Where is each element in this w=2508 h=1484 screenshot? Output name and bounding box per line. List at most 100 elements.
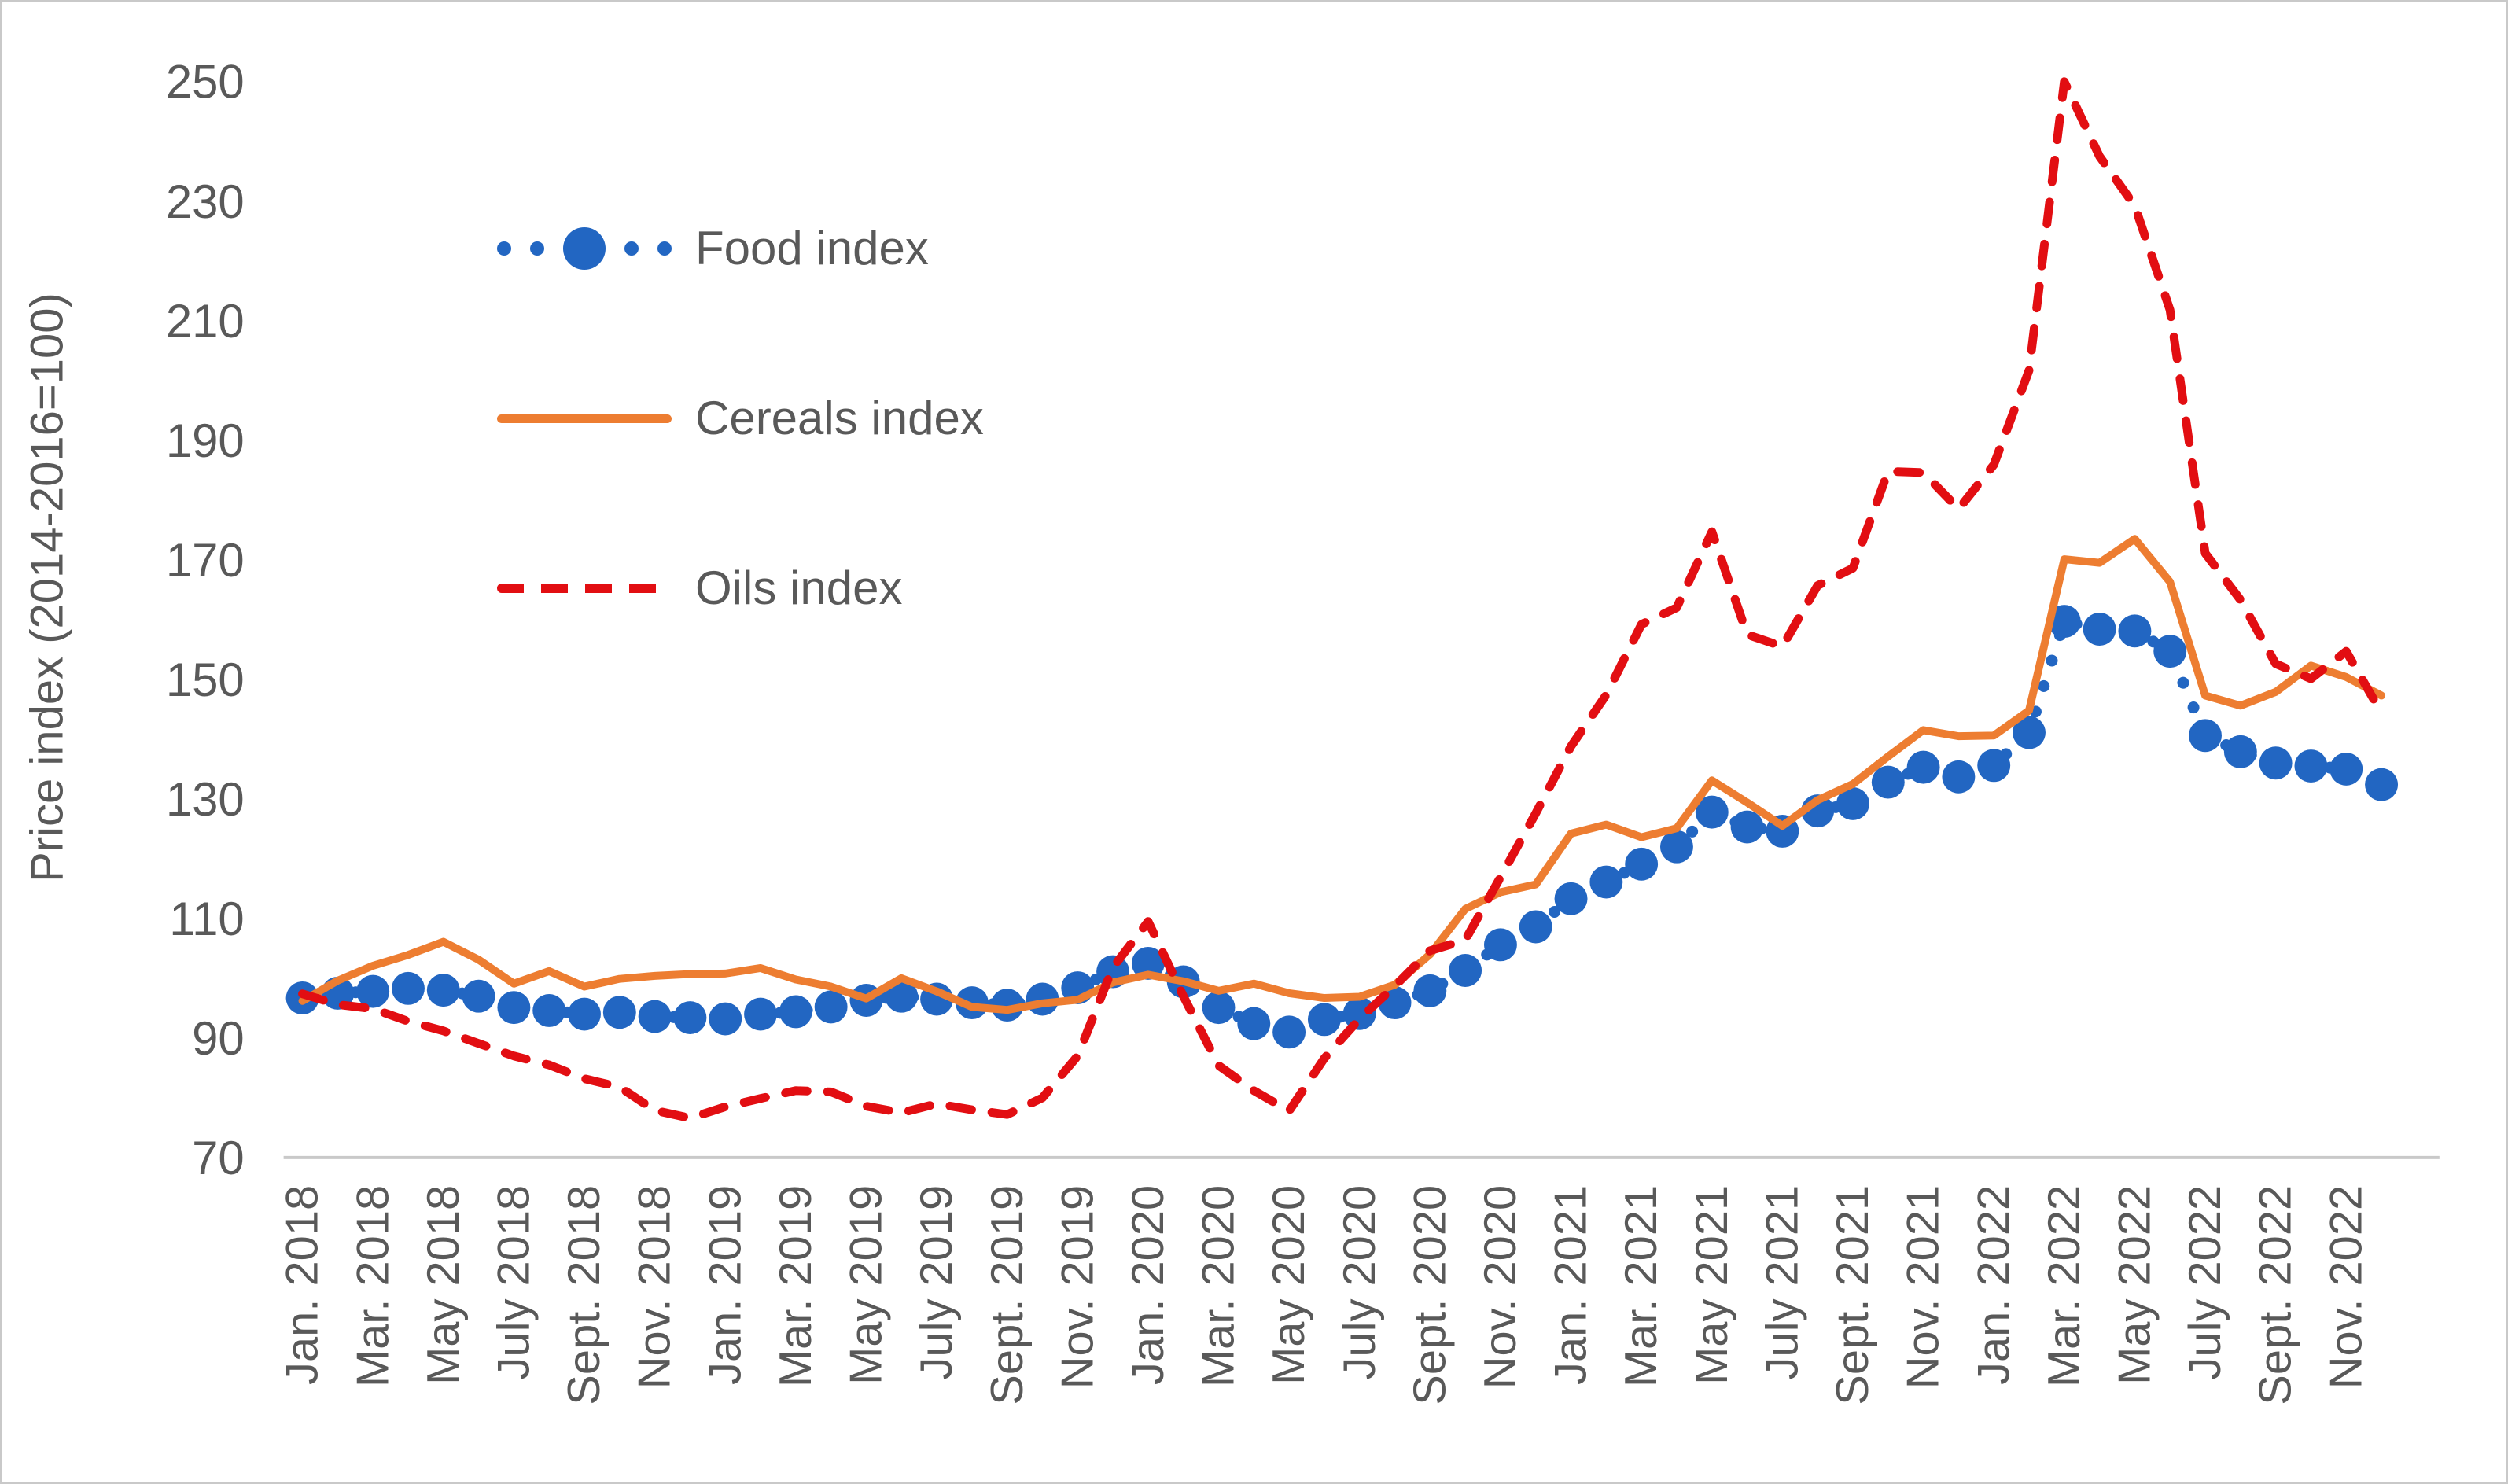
- food-index-dot: [673, 1001, 707, 1035]
- y-axis-tick-label: 150: [166, 654, 245, 706]
- food-index-dot: [1272, 1015, 1306, 1049]
- x-axis-tick-label: Sept. 2020: [1405, 1185, 1455, 1405]
- food-index-dot: [1483, 928, 1517, 962]
- x-axis-tick-label: July 2020: [1335, 1185, 1385, 1380]
- legend-item-food: Food index: [497, 223, 984, 274]
- x-axis-tick-label: Jan. 2019: [700, 1185, 750, 1385]
- y-axis-tick-label: 70: [192, 1132, 245, 1184]
- x-axis-tick-label: Sept. 2019: [982, 1185, 1033, 1405]
- legend-label-food: Food index: [695, 222, 929, 274]
- x-axis-tick-label: Jan. 2022: [1968, 1185, 2019, 1385]
- food-index-dot: [1519, 910, 1552, 944]
- x-axis-tick-label: July 2022: [2180, 1185, 2230, 1380]
- x-axis-tick-label: Sept. 2018: [559, 1185, 610, 1405]
- food-index-dot: [638, 1000, 672, 1033]
- food-index-dot: [2259, 746, 2293, 780]
- x-axis-tick-label: Sept. 2022: [2251, 1185, 2301, 1405]
- x-axis-tick-label: Mar. 2018: [348, 1185, 398, 1387]
- food-index-dot: [1836, 786, 1869, 820]
- legend: Food index Cereals index Oils index: [497, 223, 984, 732]
- food-index-dot: [2223, 735, 2257, 768]
- food-index-dot: [1942, 760, 1976, 794]
- food-index-dot: [1977, 749, 2011, 783]
- food-index-dot: [2329, 752, 2363, 786]
- y-axis-title: Price index (2014-2016=100): [21, 293, 73, 882]
- y-axis-tick-label: 190: [166, 414, 245, 467]
- legend-item-oils: Oils index: [497, 562, 984, 614]
- food-index-dot: [1202, 991, 1236, 1025]
- legend-item-cereals: Cereals index: [497, 392, 984, 444]
- food-index-series: [285, 605, 2399, 1049]
- cereals-index-series: [298, 535, 2386, 1014]
- food-index-dot: [744, 997, 777, 1031]
- x-axis-tick-label: Jan. 2020: [1123, 1185, 1173, 1385]
- x-axis-tick-label: July 2019: [911, 1185, 962, 1380]
- food-index-dot: [2189, 719, 2222, 753]
- x-axis-tick-label: Mar. 2019: [771, 1185, 821, 1387]
- food-index-dot: [1730, 810, 1764, 844]
- food-index-dot: [532, 994, 566, 1027]
- food-index-dot: [814, 990, 848, 1024]
- food-index-dot: [709, 1002, 742, 1036]
- x-axis-tick-label: Nov. 2018: [630, 1185, 680, 1389]
- y-axis-tick-label: 250: [166, 56, 245, 109]
- food-index-dot: [2294, 749, 2328, 783]
- food-index-dot: [2083, 613, 2116, 646]
- food-index-dot: [1237, 1007, 1271, 1040]
- food-index-dot: [2153, 635, 2187, 668]
- y-axis-tick-label: 90: [192, 1012, 245, 1065]
- x-axis-tick-label: May 2022: [2110, 1185, 2160, 1385]
- food-index-dot: [1307, 1003, 1341, 1037]
- x-axis-tick-label: July 2018: [488, 1185, 539, 1380]
- food-index-dot: [1131, 946, 1165, 980]
- x-axis-tick-label: Jan. 2021: [1546, 1185, 1597, 1385]
- food-index-dot: [1660, 830, 1693, 864]
- food-index-dot: [2118, 614, 2152, 648]
- x-axis-tick-label: Mar. 2022: [2039, 1185, 2090, 1387]
- x-axis-tick-label: May 2018: [418, 1185, 469, 1385]
- food-index-dot: [1413, 974, 1447, 1007]
- food-index-dot: [462, 979, 495, 1013]
- x-axis-tick-label: Sept. 2021: [1828, 1185, 1878, 1405]
- food-index-dot: [1906, 750, 1940, 784]
- food-index-dot: [1625, 847, 1659, 881]
- legend-label-oils: Oils index: [695, 562, 903, 614]
- food-index-dot: [1589, 865, 1623, 899]
- food-index-legend-marker-icon: [497, 227, 672, 270]
- x-axis-tick-label: Nov. 2022: [2321, 1185, 2371, 1389]
- y-axis-tick-label: 170: [166, 534, 245, 587]
- y-axis-tick-label: 230: [166, 175, 245, 228]
- x-axis-tick-label: Jan. 2018: [278, 1185, 328, 1385]
- food-index-dot: [1695, 795, 1729, 829]
- y-axis-tick-label: 210: [166, 295, 245, 348]
- x-axis-tick-label: Nov. 2021: [1898, 1185, 1949, 1389]
- cereals-index-legend-marker-icon: [497, 414, 672, 423]
- food-index-dot: [2047, 605, 2081, 639]
- oils-index-series: [298, 77, 2386, 1123]
- x-axis-tick-label: Nov. 2020: [1475, 1185, 1526, 1389]
- x-axis-tick-label: July 2021: [1757, 1185, 1807, 1380]
- food-index-dot: [392, 971, 425, 1005]
- x-axis-tick-label: May 2020: [1264, 1185, 1314, 1385]
- y-axis-tick-label: 110: [169, 893, 244, 945]
- food-index-dot: [1554, 882, 1588, 915]
- oils-index-legend-marker-icon: [497, 584, 672, 593]
- food-index-dot: [2013, 716, 2046, 749]
- x-axis-tick-label: Mar. 2021: [1616, 1185, 1666, 1387]
- food-index-dot: [2365, 768, 2399, 801]
- x-axis-tick-label: May 2019: [842, 1185, 892, 1385]
- y-axis-tick-label: 130: [166, 773, 245, 826]
- x-axis-tick-label: Mar. 2020: [1194, 1185, 1244, 1387]
- food-index-dot: [779, 995, 812, 1029]
- food-index-dot: [602, 996, 636, 1029]
- food-index-dot: [1449, 954, 1482, 987]
- legend-label-cereals: Cereals index: [695, 392, 984, 444]
- food-index-dot: [885, 979, 919, 1013]
- x-axis-tick-label: May 2021: [1687, 1185, 1737, 1385]
- food-index-dot: [497, 991, 531, 1025]
- food-index-dot: [990, 989, 1024, 1022]
- food-index-dot: [426, 974, 460, 1007]
- food-index-dot: [356, 974, 390, 1008]
